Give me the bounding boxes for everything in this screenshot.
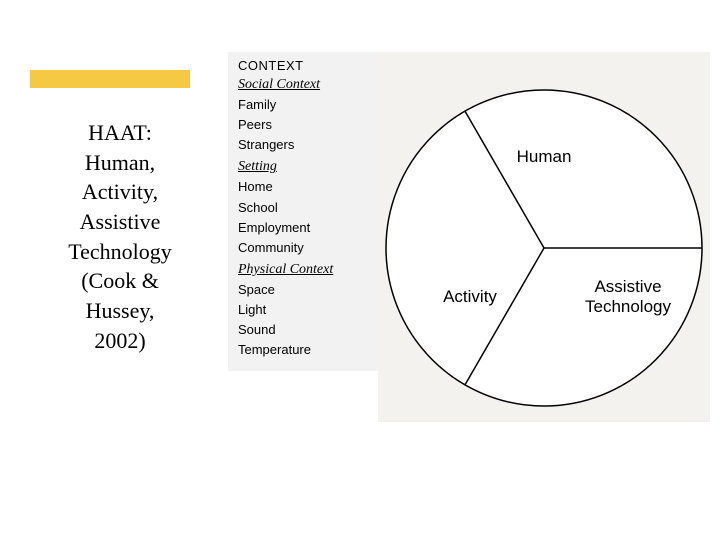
segment-label: Assistive — [594, 277, 661, 296]
model-title: HAAT:Human,Activity,AssistiveTechnology(… — [20, 118, 220, 356]
haat-diagram: Human Activity AssistiveTechnology — [378, 52, 710, 422]
context-item: Strangers — [238, 135, 368, 155]
context-item: School — [238, 198, 368, 218]
segment-label: Activity — [443, 287, 497, 306]
context-item: Home — [238, 177, 368, 197]
title-column: HAAT:Human,Activity,AssistiveTechnology(… — [20, 70, 220, 356]
context-item: Community — [238, 238, 368, 258]
context-subheading: Physical Context — [238, 262, 368, 278]
context-item: Family — [238, 95, 368, 115]
segment-label: Technology — [585, 297, 672, 316]
context-panel: CONTEXT Social Context FamilyPeersStrange… — [228, 52, 378, 371]
title-line: Assistive — [20, 207, 220, 237]
context-item: Sound — [238, 320, 368, 340]
context-subheading: Social Context — [238, 77, 368, 93]
title-line: Human, — [20, 148, 220, 178]
segment-label: Human — [517, 147, 572, 166]
context-subheading: Setting — [238, 159, 368, 175]
context-item: Peers — [238, 115, 368, 135]
title-line: 2002) — [20, 326, 220, 356]
title-line: Hussey, — [20, 296, 220, 326]
title-line: Technology — [20, 237, 220, 267]
context-item: Employment — [238, 218, 368, 238]
slide: { "colors": { "accent": "#f4c430", "diag… — [0, 0, 720, 540]
context-item: Light — [238, 300, 368, 320]
title-line: HAAT: — [20, 118, 220, 148]
context-heading: CONTEXT — [238, 58, 368, 73]
context-item: Space — [238, 280, 368, 300]
context-item: Temperature — [238, 340, 368, 360]
title-line: (Cook & — [20, 266, 220, 296]
accent-bar — [30, 70, 190, 88]
haat-circle-svg: Human Activity AssistiveTechnology — [378, 52, 710, 422]
title-line: Activity, — [20, 177, 220, 207]
